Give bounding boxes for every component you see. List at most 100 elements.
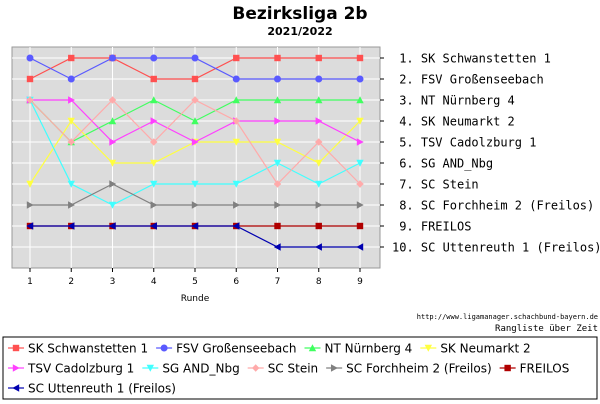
- legend-item[interactable]: SC Stein: [247, 362, 318, 376]
- rank-label: 10. SC Uttenreuth 1 (Freilos): [392, 241, 600, 255]
- legend-item[interactable]: SC Forchheim 2 (Freilos): [326, 362, 492, 376]
- data-point: [356, 75, 364, 83]
- data-point: [150, 180, 158, 188]
- data-point: [232, 138, 240, 146]
- legend-item[interactable]: FREILOS: [499, 362, 570, 376]
- legend-item[interactable]: SC Uttenreuth 1 (Freilos): [8, 382, 176, 396]
- x-tick-label: 8: [316, 277, 322, 287]
- data-point: [26, 222, 34, 230]
- data-point: [67, 138, 75, 146]
- data-point: [108, 96, 117, 104]
- data-point: [150, 54, 158, 62]
- rank-label: 9. FREILOS: [399, 220, 471, 234]
- data-point: [232, 96, 240, 104]
- legend-item[interactable]: FSV Großenseebach: [156, 342, 296, 356]
- x-tick-label: 1: [27, 277, 33, 287]
- legend-swatch-marker: [146, 364, 155, 372]
- data-point: [232, 117, 240, 125]
- x-tick-label: 2: [68, 277, 74, 287]
- data-point: [26, 75, 34, 83]
- data-point: [233, 54, 240, 62]
- data-point: [67, 180, 75, 188]
- rank-label: 8. SC Forchheim 2 (Freilos): [399, 199, 594, 213]
- legend-label: SC Forchheim 2 (Freilos): [346, 362, 491, 376]
- data-point: [356, 96, 364, 104]
- x-tick-label: 3: [110, 277, 116, 287]
- data-point: [356, 222, 364, 230]
- data-point: [273, 243, 281, 251]
- data-point: [315, 159, 323, 167]
- legend-swatch-marker: [251, 364, 260, 372]
- data-point: [109, 138, 117, 146]
- data-point: [191, 96, 199, 104]
- legend-swatch-marker: [330, 364, 338, 372]
- data-point: [150, 159, 158, 167]
- data-point: [67, 75, 75, 83]
- legend-item[interactable]: SG AND_Nbg: [142, 362, 240, 376]
- legend-swatch-marker: [504, 364, 511, 372]
- legend-swatch-marker: [12, 384, 20, 392]
- data-point: [315, 243, 322, 251]
- legend-swatch-marker: [424, 344, 433, 352]
- data-point: [191, 180, 199, 188]
- legend-label: FSV Großenseebach: [176, 342, 296, 356]
- data-point: [315, 117, 323, 125]
- legend-swatch-marker: [12, 344, 20, 352]
- legend-label: SC Uttenreuth 1 (Freilos): [28, 382, 176, 396]
- data-point: [191, 201, 199, 209]
- series-9: [26, 222, 364, 251]
- data-point: [273, 138, 282, 146]
- legend-item[interactable]: SK Neumarkt 2: [420, 342, 531, 356]
- data-point: [26, 201, 34, 209]
- legend-item[interactable]: TSV Cadolzburg 1: [8, 362, 134, 376]
- data-point: [315, 96, 323, 104]
- source-url[interactable]: http://www.ligamanager.schachbund-bayern…: [417, 313, 598, 321]
- legend-label: SC Stein: [268, 362, 318, 376]
- data-point: [150, 201, 158, 209]
- data-point: [191, 75, 199, 83]
- data-point: [356, 54, 364, 62]
- legend-item[interactable]: NT Nürnberg 4: [304, 342, 412, 356]
- data-point: [108, 201, 117, 209]
- data-point: [108, 117, 117, 125]
- x-axis-label: Runde: [181, 294, 210, 304]
- series-0: [26, 54, 364, 83]
- x-tick-label: 4: [151, 277, 157, 287]
- series-7: [26, 180, 364, 209]
- legend-label: FREILOS: [520, 362, 570, 376]
- data-point: [67, 222, 75, 230]
- data-point: [315, 222, 322, 230]
- legend-label: SK Schwanstetten 1: [28, 342, 148, 356]
- data-point: [150, 96, 158, 104]
- data-point: [191, 117, 199, 125]
- data-point: [274, 75, 281, 83]
- data-point: [274, 222, 281, 230]
- x-tick-label: 5: [192, 277, 198, 287]
- legend-item[interactable]: SK Schwanstetten 1: [8, 342, 148, 356]
- chart-title: Bezirksliga 2b: [232, 4, 367, 24]
- legend-label: SG AND_Nbg: [162, 362, 239, 376]
- data-point: [232, 222, 240, 230]
- legend-label: NT Nürnberg 4: [324, 342, 412, 356]
- legend-swatch-marker: [160, 344, 168, 352]
- data-point: [315, 180, 323, 188]
- rank-label-list: 1. SK Schwanstetten 1 2. FSV Großenseebac…: [392, 52, 600, 255]
- data-point: [315, 75, 323, 83]
- legend-label: TSV Cadolzburg 1: [27, 362, 134, 376]
- plot-area: 1 2 3 4 5 6 7 8 9: [11, 46, 384, 287]
- rank-label: 1. SK Schwanstetten 1: [399, 52, 551, 66]
- data-point: [232, 75, 240, 83]
- data-point: [356, 201, 364, 209]
- data-point: [109, 54, 116, 62]
- data-point: [150, 138, 158, 146]
- data-point: [150, 222, 157, 230]
- data-point: [274, 117, 282, 125]
- chart-caption: Rangliste über Zeit: [495, 324, 598, 334]
- legend-box: [2, 336, 598, 400]
- chart-subtitle: 2021/2022: [267, 25, 332, 38]
- data-point: [273, 180, 282, 188]
- data-point: [67, 117, 75, 125]
- rank-label: 7. SC Stein: [399, 178, 478, 192]
- data-point: [68, 54, 75, 62]
- legend-label: SK Neumarkt 2: [440, 342, 530, 356]
